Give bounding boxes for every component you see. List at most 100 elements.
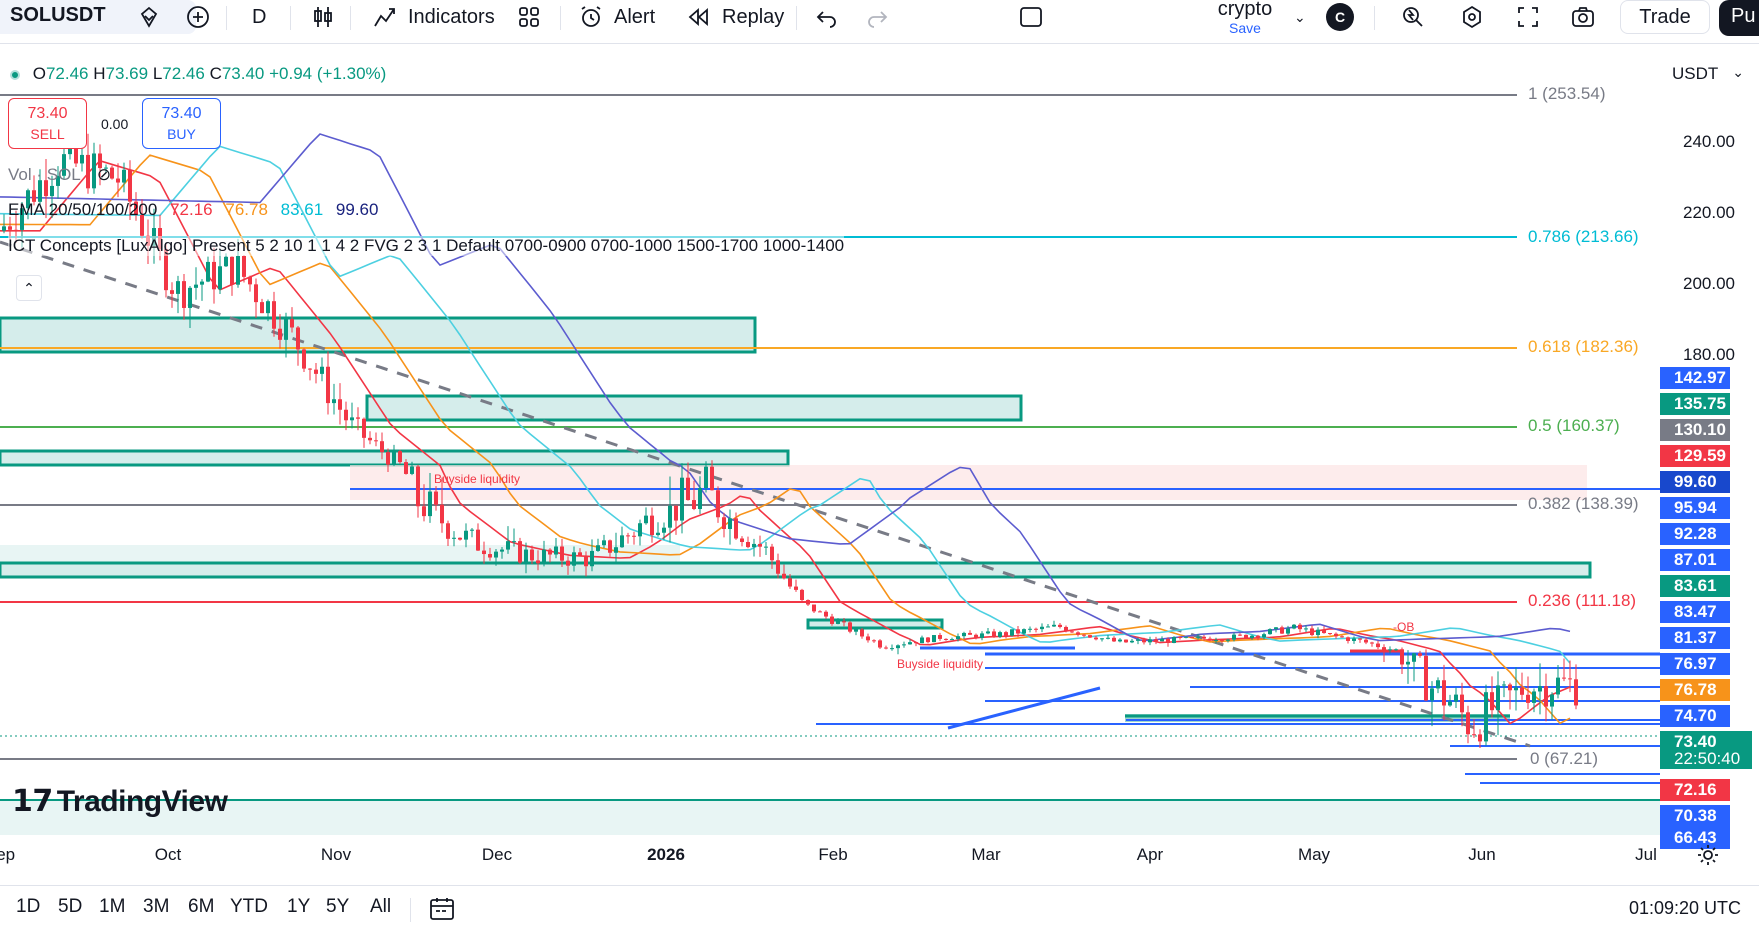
tradingview-logo[interactable]: 𝟭𝟳 TradingView	[12, 784, 228, 819]
templates-icon[interactable]	[516, 0, 542, 34]
indicators-icon	[374, 8, 395, 27]
collapse-legend-chevron-up-icon[interactable]: ⌃	[16, 275, 42, 301]
candles-icon[interactable]	[310, 0, 336, 34]
candle	[1166, 637, 1170, 647]
candle	[1292, 624, 1296, 630]
price-chart[interactable]	[0, 45, 1660, 835]
candle	[728, 509, 732, 545]
ema-legend[interactable]: EMA 20/50/100/200 72.16 76.78 83.61 99.6…	[8, 200, 378, 220]
candle	[398, 449, 402, 464]
candle	[908, 639, 912, 645]
order-block-zone	[0, 316, 757, 354]
hidden-eye-icon[interactable]: ⊘	[96, 165, 112, 184]
candle	[1136, 637, 1140, 645]
add-symbol-icon[interactable]	[185, 0, 211, 34]
utc-clock[interactable]: 01:09:20 UTC	[1628, 898, 1741, 918]
range-button-1d[interactable]: 1D	[16, 896, 41, 917]
range-button-1y[interactable]: 1Y	[287, 896, 311, 917]
range-button-all[interactable]: All	[370, 896, 392, 917]
price-tag: 95.94	[1660, 497, 1730, 519]
candle	[1082, 634, 1086, 638]
range-button-6m[interactable]: 6M	[188, 896, 215, 917]
candle	[38, 169, 42, 206]
alert-button[interactable]: Alert	[578, 0, 655, 34]
go-to-date-calendar-icon[interactable]	[428, 896, 456, 927]
time-tick: Apr	[1136, 845, 1164, 864]
trade-button[interactable]: Trade	[1620, 0, 1710, 34]
candle	[1478, 729, 1482, 748]
range-button-5y[interactable]: 5Y	[326, 896, 350, 917]
candle	[1184, 636, 1188, 639]
time-tick: 2026	[647, 845, 685, 864]
fullscreen-icon[interactable]	[1515, 0, 1541, 34]
range-button-5d[interactable]: 5D	[58, 896, 83, 917]
candle	[362, 417, 366, 448]
publish-button[interactable]: Pu	[1719, 0, 1759, 36]
candle	[134, 192, 138, 221]
candle	[1304, 625, 1308, 632]
buy-label: BUY	[167, 126, 196, 142]
layout-name[interactable]: crypto	[1217, 0, 1273, 20]
layout-icon[interactable]	[1018, 0, 1044, 34]
camera-icon[interactable]	[1570, 0, 1596, 34]
ict-legend[interactable]: ICT Concepts [LuxAlgo] Present 5 2 10 1 …	[8, 236, 845, 256]
indicators-label: Indicators	[408, 5, 495, 28]
symbol-name: SOLUSDT	[10, 4, 106, 26]
candle	[386, 448, 390, 472]
candle	[1202, 635, 1206, 641]
layout-dropdown-chevron-down-icon[interactable]: ⌄	[1294, 8, 1306, 25]
volume-legend[interactable]: Vol · SOL ⊘	[8, 165, 111, 185]
quick-search-icon[interactable]	[1400, 0, 1426, 34]
time-tick: Oct	[154, 845, 182, 864]
candle	[1280, 625, 1284, 635]
chart-pane[interactable]: Buyside liquidity Buyside liquidity -OB	[0, 45, 1660, 835]
candle	[446, 520, 450, 547]
range-button-ytd[interactable]: YTD	[230, 896, 268, 917]
axis-settings-gear-icon[interactable]	[1696, 843, 1720, 872]
fib-level-label: 0.5 (160.37)	[1528, 416, 1620, 435]
indicators-button[interactable]: Indicators	[372, 0, 495, 34]
range-button-3m[interactable]: 3M	[143, 896, 170, 917]
replay-button[interactable]: Replay	[686, 0, 784, 34]
candle	[980, 631, 984, 641]
price-tag: 74.70	[1660, 705, 1730, 727]
candle	[26, 188, 30, 220]
currency-select[interactable]: USDT ⌄	[1664, 60, 1754, 90]
compare-symbol-icon[interactable]	[136, 0, 162, 34]
price-tag: 70.38	[1660, 805, 1730, 827]
candle	[104, 164, 108, 174]
candle	[1088, 634, 1092, 639]
interval-button[interactable]: D	[252, 0, 266, 34]
candle	[248, 275, 252, 292]
candle	[1076, 631, 1080, 637]
candle	[1208, 636, 1212, 642]
redo-icon[interactable]	[864, 0, 890, 34]
symbol-search[interactable]: SOLUSDT	[0, 0, 196, 34]
price-tick: 200.00	[1683, 274, 1735, 293]
candle	[926, 636, 930, 644]
candle	[830, 613, 834, 626]
sell-button[interactable]: 73.40 SELL	[8, 98, 87, 149]
buy-button[interactable]: 73.40 BUY	[142, 98, 221, 149]
candle	[1394, 648, 1398, 651]
candle	[596, 538, 600, 552]
candle	[308, 368, 312, 381]
candle	[1028, 626, 1032, 633]
candle	[1514, 667, 1518, 711]
candle	[350, 402, 354, 429]
candle	[866, 633, 870, 643]
range-button-1m[interactable]: 1M	[99, 896, 126, 917]
candle	[1484, 684, 1488, 746]
undo-icon[interactable]	[814, 0, 840, 34]
candle	[632, 531, 636, 545]
avatar[interactable]: C	[1326, 3, 1354, 31]
time-axis[interactable]: Sep Oct Nov Dec 2026 Feb Mar Apr May Jun Jul	[0, 835, 1660, 875]
candle	[80, 146, 84, 172]
candle	[290, 307, 294, 333]
candle	[86, 133, 90, 194]
settings-gear-icon[interactable]	[1459, 0, 1485, 34]
candle	[1094, 635, 1098, 641]
candle	[302, 348, 306, 372]
candle	[1220, 639, 1224, 644]
price-tag: 83.61	[1660, 575, 1730, 597]
